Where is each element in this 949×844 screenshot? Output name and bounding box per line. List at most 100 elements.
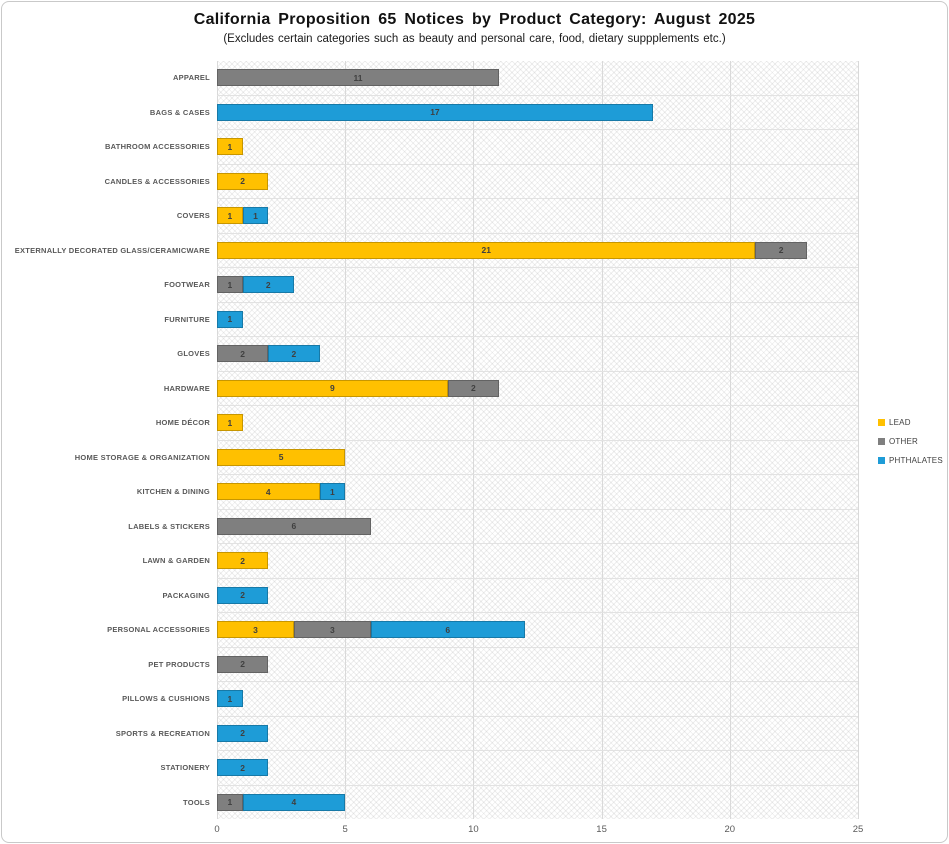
legend-label: LEAD	[889, 418, 911, 427]
value-label: 3	[329, 624, 335, 635]
bar-segment-phthalates: 1	[217, 310, 243, 328]
bar-segment-other: 3	[293, 621, 371, 639]
value-label: 2	[240, 555, 245, 566]
bar-row: APPAREL 11	[173, 61, 858, 95]
value-label: 2	[240, 762, 245, 773]
legend-item-other: OTHER	[878, 437, 943, 446]
value-label: 2	[240, 176, 245, 186]
stacked-bar: 1	[217, 310, 858, 328]
category-label: HOME DÉCOR	[155, 418, 210, 428]
bar-segment-lead: 5	[217, 448, 346, 466]
bar-segment-phthalates: 1	[242, 207, 269, 225]
bar-row: KITCHEN & DINING 4 1	[137, 474, 858, 509]
value-label: 2	[265, 279, 271, 290]
category-label: GLOVES	[177, 349, 210, 359]
x-tick-label: 5	[342, 824, 348, 835]
bar-segment-lead: 1	[217, 414, 243, 432]
bar-row: SPORTS & RECREATION 2	[116, 715, 858, 751]
x-tick-label: 0	[214, 824, 220, 835]
category-label: COVERS	[176, 211, 210, 221]
bar-row: BATHROOM ACCESSORIES 1	[105, 129, 858, 164]
value-label: 2	[240, 348, 245, 359]
value-label: 2	[471, 383, 476, 393]
bar-row: GLOVES 2 2	[177, 336, 858, 371]
stacked-bar: 2	[217, 655, 858, 673]
category-label: PILLOWS & CUSHIONS	[122, 694, 210, 704]
category-label: BAGS & CASES	[149, 107, 210, 117]
category-label: KITCHEN & DINING	[136, 487, 210, 497]
value-label: 1	[227, 797, 233, 807]
value-label: 6	[291, 521, 297, 531]
stacked-bar: 17	[217, 103, 858, 121]
legend-label: PHTHALATES	[889, 456, 943, 465]
bar-row: LABELS & STICKERS 6	[128, 508, 858, 544]
value-label: 6	[445, 624, 451, 635]
stacked-bar: 1	[217, 414, 858, 432]
stacked-bar: 2	[217, 552, 858, 570]
stacked-bar: 21 2	[217, 241, 858, 259]
gridline	[858, 61, 859, 819]
value-label: 17	[430, 107, 440, 117]
category-label: PET PRODUCTS	[148, 659, 210, 669]
bar-segment-phthalates: 1	[319, 483, 346, 501]
category-label: TOOLS	[183, 797, 210, 807]
stacked-bar: 5	[217, 448, 858, 466]
stacked-bar: 2	[217, 586, 858, 604]
bar-segment-other: 2	[447, 379, 500, 397]
stacked-bar: 1	[217, 690, 858, 708]
category-label: PACKAGING	[162, 590, 210, 600]
bar-segment-phthalates: 2	[217, 759, 269, 777]
bar-segment-lead: 1	[217, 138, 243, 156]
plot-area: APPAREL 11 BAGS & CASES 17 BATHROOM ACCESSOR…	[15, 61, 863, 835]
value-label: 2	[240, 590, 245, 600]
bar-segment-phthalates: 1	[217, 690, 243, 708]
value-label: 1	[227, 693, 233, 704]
bar-segment-lead: 4	[217, 483, 320, 501]
bar-row: TOOLS 1 4	[183, 784, 858, 820]
bar-segment-phthalates: 6	[370, 621, 525, 639]
category-label: FOOTWEAR	[164, 280, 210, 290]
bar-row: STATIONERY 2	[161, 750, 858, 785]
category-label: PERSONAL ACCESSORIES	[107, 625, 210, 635]
stacked-bar: 2	[217, 759, 858, 777]
value-label: 3	[253, 624, 258, 635]
value-label: 11	[353, 72, 363, 83]
category-label: BATHROOM ACCESSORIES	[104, 142, 210, 152]
category-label: CANDLES & ACCESSORIES	[104, 176, 210, 186]
bar-segment-lead: 3	[217, 621, 294, 639]
bar-segment-lead: 2	[217, 172, 269, 190]
legend-swatch-icon	[878, 457, 885, 464]
bar-row: LAWN & GARDEN 2	[143, 543, 858, 578]
bar-segment-other: 6	[217, 517, 371, 535]
stacked-bar: 2	[217, 724, 858, 742]
value-label: 2	[240, 659, 245, 669]
bar-row: HOME DÉCOR 1	[156, 405, 858, 440]
bar-row: EXTERNALLY DECORATED GLASS/CERAMICWARE 21…	[15, 232, 858, 268]
value-label: 1	[227, 210, 233, 221]
value-label: 1	[227, 417, 233, 428]
value-label: 2	[778, 245, 784, 255]
category-label: SPORTS & RECREATION	[115, 728, 210, 738]
category-label: APPAREL	[172, 73, 210, 83]
stacked-bar: 1	[217, 138, 858, 156]
value-label: 1	[227, 279, 233, 290]
category-label: FURNITURE	[164, 314, 210, 324]
legend-swatch-icon	[878, 419, 885, 426]
x-tick-label: 10	[468, 824, 479, 835]
stacked-bar: 6	[217, 517, 858, 535]
stacked-bar: 11	[217, 69, 858, 87]
value-label: 2	[291, 348, 297, 359]
value-label: 1	[253, 210, 258, 221]
bar-segment-lead: 21	[217, 241, 756, 259]
category-label: LAWN & GARDEN	[142, 556, 210, 566]
chart-title: California Proposition 65 Notices by Pro…	[193, 11, 756, 28]
bar-row: BAGS & CASES 17	[150, 94, 858, 130]
legend-label: OTHER	[889, 437, 918, 446]
value-label: 4	[265, 486, 271, 497]
category-label: LABELS & STICKERS	[128, 521, 210, 531]
bar-segment-phthalates: 4	[242, 793, 346, 811]
